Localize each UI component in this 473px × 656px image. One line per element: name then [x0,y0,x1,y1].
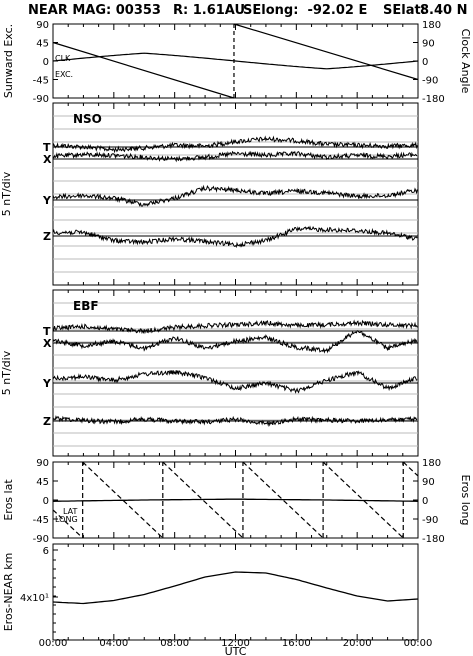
series-z-trace [52,225,418,249]
y-tick-label-right: 0 [422,496,428,507]
header-mission: NEAR MAG: 00353 [28,3,161,18]
series-t-trace [52,135,418,154]
y-tick-label-right: 180 [422,20,441,31]
component-label-z: Z [43,415,51,428]
header-selat-value: 8.40 N [420,3,468,18]
series-x-trace [52,330,418,354]
y-tick-label-right: -180 [422,94,445,105]
component-label-z: Z [43,230,51,243]
ylabel-nt-div: 5 nT/div [0,350,13,395]
component-label-x: X [43,153,52,166]
series-long-segment [402,461,419,477]
panel-distance-frame [52,543,419,641]
series-long-segment [82,461,164,539]
ylabel-eros-long: Eros long [459,475,472,526]
series-x-trace [52,150,418,163]
component-label-t: T [43,325,51,338]
series-lat-line [52,498,419,502]
series-clk-line [52,41,235,99]
label-lat: LAT [63,507,77,516]
series-t-trace [52,319,418,335]
x-tick-label: 08:00 [160,638,189,649]
series-exc-line [52,52,419,70]
panel-title: NSO [73,112,102,126]
ylabel-eros-lat: Eros lat [2,479,15,521]
component-label-x: X [43,337,52,350]
header-selong: SElong: -92.02 E [243,3,368,18]
label-exc: EXC. [55,70,73,79]
series-long-segment [322,461,404,539]
component-label-y: Y [42,377,52,390]
ylabel-clock-angle: Clock Angle [459,29,472,94]
y-tick-label-right: -90 [422,76,438,87]
y-tick-label-left: -90 [33,94,49,105]
y-tick-label-right: -90 [422,515,438,526]
x-tick-label: 12:00 [221,638,250,649]
component-label-t: T [43,141,51,154]
y-tick-label-left: -45 [33,515,49,526]
x-tick-label: 16:00 [282,638,311,649]
y-tick-label-left: -90 [33,534,49,545]
x-axis-label: UTC [225,645,247,656]
y-tick-label-right: 90 [422,39,435,50]
y-tick-label-left: 45 [36,39,49,50]
y-tick-label-right: 0 [422,57,428,68]
y-tick-label-right: 90 [422,477,435,488]
y-tick-label: 6 [43,546,49,557]
series-z-trace [52,415,418,427]
series-long-segment [162,461,244,539]
ylabel-eros-near-km: Eros-NEAR km [2,553,15,632]
y-tick-label-left: 90 [36,458,49,469]
series-y-trace [52,370,418,394]
y-tick-label-left: 90 [36,20,49,31]
series-clk-line [233,23,419,81]
x-tick-label: 00:00 [404,638,433,649]
y-tick-label-left: 45 [36,477,49,488]
header-range: R: 1.61AU [173,3,246,18]
y-tick-label-right: -180 [422,534,445,545]
y-tick-label-left: 0 [43,57,49,68]
label-clk: CLK [55,54,71,63]
y-tick-label-left: -45 [33,76,49,87]
x-tick-label: 04:00 [99,638,128,649]
component-label-y: Y [42,194,52,207]
series-y-trace [52,184,418,207]
panel-title: EBF [73,299,99,313]
x-tick-label: 20:00 [343,638,372,649]
y-tick-label-left: 0 [43,496,49,507]
y-tick-label-right: 180 [422,458,441,469]
series-long-segment [242,461,324,539]
series-distance-line [52,571,419,605]
label-long: LONG [55,515,78,524]
ylabel-sunward-exc: Sunward Exc. [2,24,15,98]
y-tick-label: 4x10¹ [20,593,49,604]
series-long-segment [52,509,84,539]
header-selat: SElat: [383,3,426,18]
x-tick-label: 00:00 [39,638,68,649]
ylabel-nt-div: 5 nT/div [0,171,13,216]
